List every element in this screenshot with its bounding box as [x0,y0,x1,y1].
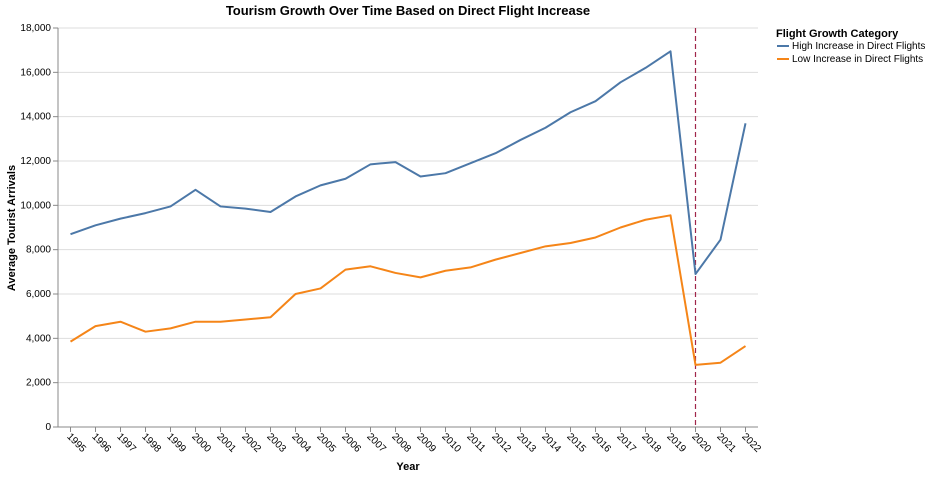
x-tick-label: 2002 [239,431,263,455]
x-tick-label: 1996 [89,431,113,455]
x-tick-label: 2001 [214,431,238,455]
x-tick-label: 2022 [739,431,763,455]
x-tick-label: 2007 [364,431,388,455]
x-tick-label: 2009 [414,431,438,455]
x-tick-label: 2018 [639,431,663,455]
y-tick-label: 0 [45,422,51,433]
x-tick-label: 2015 [564,431,588,455]
y-tick-label: 8,000 [26,245,51,256]
y-tick-label: 2,000 [26,378,51,389]
grid-lines [58,27,758,428]
x-tick-label: 2010 [439,431,463,455]
y-tick-label: 4,000 [26,333,51,344]
x-tick-label: 2003 [264,431,288,455]
x-tick-label: 2020 [689,431,713,455]
series-line-1 [69,214,747,366]
y-tick-label: 16,000 [20,67,51,78]
legend-label: Low Increase in Direct Flights [792,54,923,65]
y-tick-label: 6,000 [26,289,51,300]
x-tick-label: 1995 [64,431,88,455]
y-tick-label: 14,000 [20,112,51,123]
y-tick-label: 18,000 [20,23,51,34]
x-tick-label: 2000 [189,431,213,455]
x-tick-label: 2006 [339,431,363,455]
x-tick-label: 2004 [289,431,313,455]
chart-title: Tourism Growth Over Time Based on Direct… [226,3,590,18]
y-tick-label: 12,000 [20,156,51,167]
x-tick-label: 1997 [114,431,138,455]
legend-label: High Increase in Direct Flights [792,41,925,52]
legend-title: Flight Growth Category [776,28,899,40]
legend: Flight Growth Category High Increase in … [776,28,925,65]
x-tick-label: 2017 [614,431,638,455]
x-tick-label: 2013 [514,431,538,455]
x-axis-title: Year [396,461,420,473]
x-tick-label: 2014 [539,431,563,455]
x-tick-label: 2016 [589,431,613,455]
axes: 0 2,000 4,000 6,000 8,000 10,000 12,000 14,000 1… [20,23,763,455]
x-tick-label: 2021 [714,431,738,455]
y-tick-label: 10,000 [20,200,51,211]
x-tick-label: 2005 [314,431,338,455]
x-tick-label: 2011 [464,431,487,454]
y-axis-title: Average Tourist Arrivals [6,165,18,291]
x-tick-label: 2019 [664,431,688,455]
series-lines [69,50,747,366]
x-tick-label: 1999 [164,431,188,455]
x-tick-label: 1998 [139,431,163,455]
series-line-0 [70,50,747,276]
x-tick-label: 2012 [489,431,513,455]
x-tick-label: 2008 [389,431,413,455]
